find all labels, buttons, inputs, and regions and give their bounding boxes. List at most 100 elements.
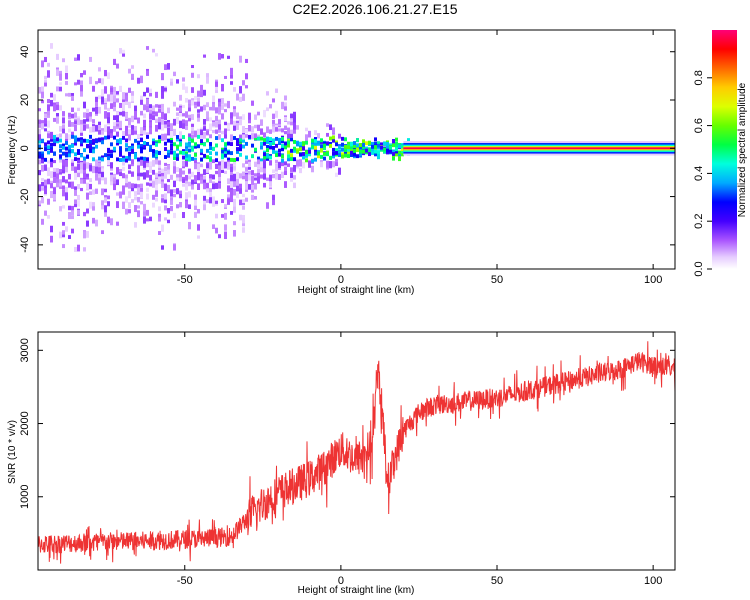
spectrogram-cell [401, 147, 404, 152]
spectrogram-cell [53, 142, 56, 147]
spectrogram-cell [137, 196, 140, 203]
spectrogram-cell [146, 182, 149, 186]
spectrogram-cell [176, 137, 179, 142]
spectrogram-cell [101, 188, 104, 196]
spectrogram-cell [236, 93, 239, 101]
spectrogram-cell [122, 101, 125, 108]
spectrogram-cell [203, 153, 206, 158]
spectrogram-cell [122, 185, 125, 192]
spectrogram-cell [155, 53, 158, 57]
spectrogram-cell [68, 235, 71, 239]
spectrogram-cell [206, 73, 209, 80]
spectrogram-cell [113, 126, 116, 132]
spectrogram-cell [230, 211, 233, 215]
spectrogram-cell [68, 112, 71, 117]
spectrogram-cell [128, 68, 131, 74]
spectrogram-cell [227, 55, 230, 59]
spectrogram-cell [146, 87, 149, 93]
spectrogram-cell [38, 121, 41, 128]
spectrogram-cell [257, 172, 260, 178]
spectrogram-cell [179, 94, 182, 101]
spectrogram-cell [41, 153, 44, 158]
spectrogram-cell [206, 182, 209, 189]
spectrogram-cell [212, 196, 215, 203]
spectrogram-cell [158, 139, 161, 144]
spectrogram-cell [236, 149, 239, 154]
spectrogram-cell [152, 149, 155, 153]
spectrogram-cell [242, 130, 245, 137]
spectrogram-cell [116, 63, 119, 69]
spectrogram-cell [53, 193, 56, 200]
spectrogram-cell [158, 164, 161, 168]
spectrogram-cell [263, 158, 266, 163]
spectrogram-cell [242, 126, 245, 134]
spectrogram-cell [38, 154, 41, 159]
spectrogram-cell [395, 141, 398, 146]
spectrogram-cell [134, 105, 137, 112]
spectrogram-cell [113, 183, 116, 191]
spectrogram-cell [95, 159, 98, 167]
spectrogram-cell [311, 158, 314, 163]
spectrogram-cell [248, 112, 251, 120]
spectrogram-cell [257, 124, 260, 131]
spectrogram-cell [224, 103, 227, 107]
spectrogram-cell [275, 110, 278, 118]
spectrogram-cell [254, 173, 257, 177]
spectrogram-cell [293, 122, 296, 130]
spectrogram-cell [68, 92, 71, 97]
spectrogram-cell [86, 192, 89, 200]
spectrogram-cell [188, 104, 191, 112]
spectrogram-cell [335, 142, 338, 147]
spectrogram-cell [206, 165, 209, 171]
spectrogram-cell [188, 191, 191, 198]
spectrogram-cell [299, 159, 302, 167]
spectrogram-cell [116, 221, 119, 226]
spectrogram-cell [56, 137, 59, 142]
spectrogram-cell [155, 159, 158, 165]
spectrogram-cell [212, 183, 215, 190]
spectrogram-cell [80, 168, 83, 174]
spectrogram-cell [95, 188, 98, 194]
spectrogram-cell [161, 124, 164, 131]
spectrogram-cell [164, 217, 167, 221]
spectrogram-cell [233, 120, 236, 129]
spectrogram-cell [140, 137, 143, 142]
spectrogram-cell [140, 183, 143, 188]
spectrogram-cell [230, 174, 233, 181]
spectrogram-cell [197, 74, 200, 79]
spectrogram-cell [98, 162, 101, 170]
spectrogram-cell [239, 137, 242, 142]
spectrogram-cell [260, 128, 263, 135]
spectrogram-cell [227, 178, 230, 185]
spectrogram-cell [83, 163, 86, 169]
spectrogram-cell [245, 174, 248, 181]
spectrogram-cell [68, 153, 71, 158]
spectrogram-cell [107, 156, 110, 161]
spectrogram-cell [44, 142, 47, 147]
spectrogram-cell [344, 149, 347, 154]
spectrogram-cell [401, 144, 404, 149]
x-tick-label: 50 [491, 274, 503, 286]
spectrogram-cell [218, 98, 221, 103]
spectrogram-cell [65, 165, 68, 173]
spectrogram-cell [254, 196, 257, 200]
spectrogram-cell [89, 146, 92, 151]
spectrogram-cell [41, 218, 44, 225]
spectrogram-cell [212, 146, 215, 151]
spectrogram-cell [293, 140, 296, 144]
spectrogram-cell [125, 125, 128, 132]
spectrogram-cell [50, 131, 53, 140]
spectrogram-cell [362, 146, 365, 151]
spectrogram-cell [176, 188, 179, 195]
spectrogram-cell [104, 197, 107, 203]
spectrogram-cell [191, 123, 194, 130]
spectrogram-cell [98, 67, 101, 72]
spectrogram-cell [371, 141, 374, 146]
spectrogram-cell [260, 145, 263, 150]
spectrogram-cell [44, 75, 47, 80]
spectrogram-cell [41, 159, 44, 164]
spectrogram-cell [140, 201, 143, 205]
spectrogram-cell [374, 141, 377, 146]
spectrogram-cell [188, 137, 191, 141]
spectrogram-cell [233, 109, 236, 117]
